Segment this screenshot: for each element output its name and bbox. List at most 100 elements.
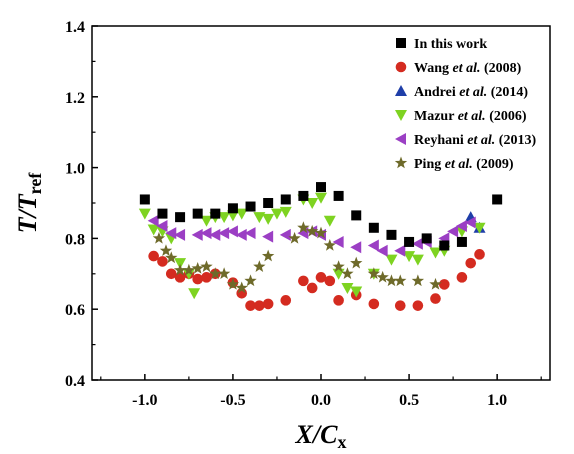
data-point [341, 267, 354, 280]
data-point [159, 244, 173, 257]
legend-label: Ping et al. (2009) [414, 157, 514, 172]
data-point [165, 227, 177, 240]
data-point [367, 267, 381, 280]
data-point [191, 261, 204, 274]
data-point [351, 210, 362, 221]
data-point [464, 216, 476, 229]
legend-item: Wang et al. (2008) [395, 61, 522, 76]
data-point [447, 225, 459, 238]
data-point [367, 239, 379, 252]
data-point [270, 208, 283, 220]
legend-label-part: (2013) [495, 133, 536, 148]
data-point [279, 228, 291, 241]
data-point [182, 268, 195, 280]
data-point [316, 182, 326, 193]
data-point [456, 236, 467, 247]
data-point [429, 247, 442, 259]
data-point [192, 208, 203, 219]
data-point [306, 198, 319, 209]
data-point [226, 225, 238, 238]
data-point [439, 240, 450, 251]
legend-marker [395, 110, 407, 121]
legend-label-part: Ping [414, 157, 445, 172]
data-points-layer [138, 182, 503, 311]
x-tick-label: -0.5 [220, 392, 245, 409]
legend-label: Wang et al. (2008) [414, 61, 522, 76]
data-point [411, 274, 425, 287]
data-point [218, 227, 230, 240]
data-point [138, 208, 151, 220]
x-tick-label: 0.0 [311, 392, 331, 409]
legend-item: Andrei et al. (2014) [395, 85, 528, 100]
y-tick-label: 0.6 [65, 302, 85, 319]
data-point [430, 293, 441, 304]
data-point [263, 198, 274, 208]
data-point [385, 274, 398, 287]
legend-label: Reyhani et al. (2013) [414, 133, 536, 148]
data-point [244, 227, 256, 240]
legend-marker [395, 133, 406, 145]
data-point [394, 244, 406, 257]
legend-label-part: (2008) [481, 61, 522, 76]
data-point [297, 221, 310, 234]
legend-label: Mazur et al. (2006) [414, 109, 527, 124]
data-point [253, 260, 266, 272]
data-point [421, 233, 432, 244]
data-point [324, 275, 336, 287]
y-axis-title-main: T/T [13, 193, 42, 233]
legend-label-part: et al. [453, 61, 481, 76]
legend-label-part: et al. [467, 133, 495, 148]
data-point [298, 190, 309, 201]
data-point [175, 212, 186, 223]
data-point [473, 222, 486, 234]
data-point [394, 300, 406, 311]
data-point [411, 237, 423, 250]
legend-label-part: et al. [459, 85, 487, 100]
y-tick-label: 1.4 [65, 19, 85, 36]
data-point [262, 298, 274, 310]
data-point [165, 268, 177, 280]
legend-marker [396, 38, 406, 48]
legend-label-part: Reyhani [414, 133, 467, 148]
data-point [280, 194, 291, 205]
data-point [333, 190, 344, 201]
legend-item: Ping et al. (2009) [394, 156, 514, 172]
data-point [332, 235, 344, 248]
legend-label: Andrei et al. (2014) [414, 85, 528, 100]
data-point [394, 274, 407, 287]
data-point [306, 282, 318, 294]
data-point [245, 201, 256, 212]
legend-label-part: Mazur [414, 109, 458, 124]
data-point [439, 279, 450, 290]
data-point [192, 273, 203, 285]
data-point [226, 277, 240, 290]
data-point [174, 228, 186, 241]
data-point [200, 215, 213, 227]
data-point [385, 254, 398, 266]
x-tick-label: -1.0 [132, 392, 157, 409]
y-axis-title-sub: ref [25, 172, 45, 195]
data-point [235, 208, 248, 220]
axes-layer: -1.0 -0.5 0.0 0.5 1.0 0.4 0.6 0.8 1.0 1.2 1.4 [65, 19, 542, 409]
data-point [403, 251, 416, 263]
data-point [323, 238, 336, 251]
data-point [350, 241, 362, 254]
data-point [368, 222, 379, 233]
y-tick-label: 0.4 [65, 373, 85, 390]
data-point [288, 231, 301, 244]
data-point [191, 228, 203, 241]
data-point [386, 229, 397, 240]
data-point [147, 224, 160, 236]
data-point [404, 236, 415, 247]
data-point [412, 300, 424, 311]
data-point [152, 231, 166, 244]
data-point [455, 220, 467, 233]
legend-item: In this work [396, 37, 487, 52]
data-point [262, 230, 274, 243]
data-point [456, 272, 468, 283]
data-point [244, 274, 257, 287]
data-point [314, 226, 328, 239]
data-point [200, 260, 213, 272]
legend-item: Reyhani et al. (2013) [395, 133, 536, 148]
y-tick-label: 1.0 [65, 161, 85, 178]
